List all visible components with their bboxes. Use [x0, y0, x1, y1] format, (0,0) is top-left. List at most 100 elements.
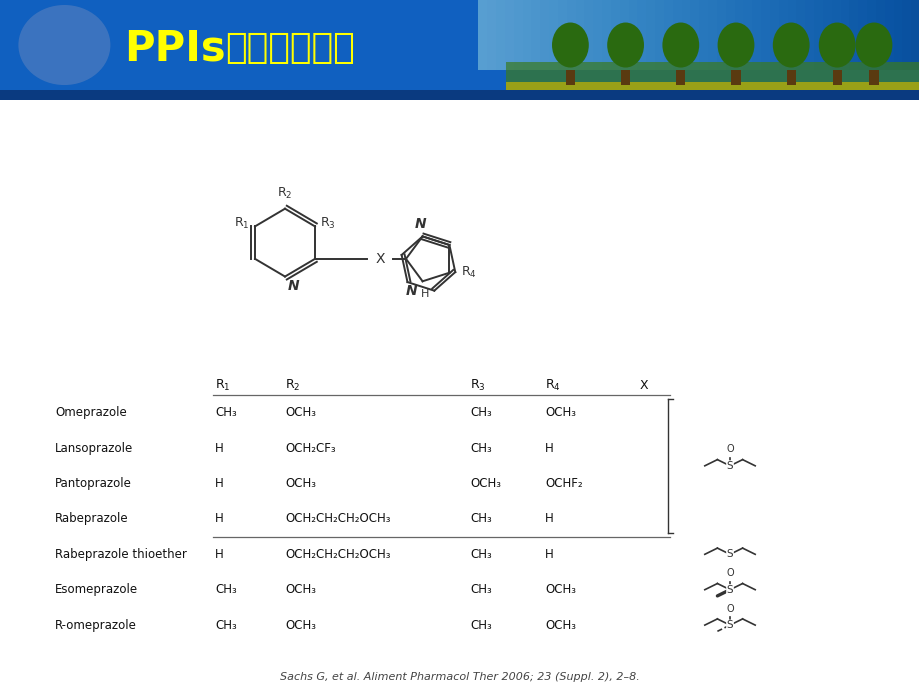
Bar — [0, 90, 919, 100]
Text: X: X — [375, 252, 384, 266]
Bar — [557, 0, 566, 70]
Bar — [628, 0, 637, 70]
Text: H: H — [215, 513, 223, 525]
Text: OCH₃: OCH₃ — [544, 583, 575, 596]
Text: R$_2$: R$_2$ — [277, 186, 292, 201]
Text: CH₃: CH₃ — [470, 513, 492, 525]
Bar — [495, 0, 505, 70]
Text: OCH₂CH₂CH₂OCH₃: OCH₂CH₂CH₂OCH₃ — [285, 513, 390, 525]
Bar — [478, 0, 487, 70]
Text: OCH₃: OCH₃ — [470, 477, 501, 490]
Bar — [675, 70, 685, 85]
Text: CH₃: CH₃ — [470, 548, 492, 561]
Bar — [664, 0, 672, 70]
Bar — [892, 0, 902, 70]
Text: OCH₃: OCH₃ — [544, 406, 575, 420]
Bar — [637, 0, 645, 70]
Text: Rabeprazole thioether: Rabeprazole thioether — [55, 548, 187, 561]
Bar — [840, 0, 848, 70]
Text: H: H — [215, 442, 223, 455]
Text: X: X — [640, 379, 648, 392]
Text: PPIs: PPIs — [124, 27, 225, 69]
Text: N: N — [414, 217, 425, 230]
Bar — [513, 0, 522, 70]
Text: H: H — [544, 548, 553, 561]
Text: H: H — [420, 289, 428, 299]
Bar — [777, 0, 787, 70]
Text: O: O — [725, 444, 733, 454]
Text: R$_3$: R$_3$ — [470, 377, 485, 393]
Bar — [875, 0, 884, 70]
Bar — [619, 0, 628, 70]
Bar — [787, 0, 796, 70]
Ellipse shape — [818, 23, 855, 68]
Bar — [822, 0, 831, 70]
Text: OCH₃: OCH₃ — [285, 583, 315, 596]
Bar — [708, 0, 716, 70]
Bar — [813, 0, 822, 70]
Bar — [804, 0, 813, 70]
Ellipse shape — [855, 23, 891, 68]
Bar — [645, 0, 654, 70]
Text: H: H — [215, 548, 223, 561]
Bar — [522, 0, 531, 70]
Bar — [725, 0, 733, 70]
Text: CH₃: CH₃ — [470, 619, 492, 631]
Bar — [868, 70, 878, 85]
Text: OCH₂CF₃: OCH₂CF₃ — [285, 442, 335, 455]
Bar — [505, 82, 919, 100]
Text: 化学结构特点: 化学结构特点 — [225, 31, 355, 65]
Text: R$_2$: R$_2$ — [285, 377, 301, 393]
Text: R$_1$: R$_1$ — [234, 216, 250, 231]
Bar — [584, 0, 593, 70]
Text: Sachs G, et al. Aliment Pharmacol Ther 2006; 23 (Suppl. 2), 2–8.: Sachs G, et al. Aliment Pharmacol Ther 2… — [279, 672, 640, 682]
Text: OCHF₂: OCHF₂ — [544, 477, 582, 490]
Bar — [743, 0, 752, 70]
Bar — [733, 0, 743, 70]
Bar — [539, 0, 549, 70]
Text: R-omeprazole: R-omeprazole — [55, 619, 137, 631]
Bar — [681, 0, 689, 70]
Bar — [575, 0, 584, 70]
Text: S: S — [726, 549, 732, 560]
Bar — [505, 62, 919, 100]
Ellipse shape — [18, 5, 110, 85]
Text: OCH₂CH₂CH₂OCH₃: OCH₂CH₂CH₂OCH₃ — [285, 548, 390, 561]
Bar — [672, 0, 681, 70]
Text: Lansoprazole: Lansoprazole — [55, 442, 133, 455]
Bar — [698, 0, 708, 70]
Bar — [620, 70, 630, 85]
Text: CH₃: CH₃ — [470, 442, 492, 455]
Text: N: N — [288, 279, 300, 293]
Text: Omeprazole: Omeprazole — [55, 406, 127, 420]
Bar — [832, 70, 841, 85]
Text: OCH₃: OCH₃ — [285, 619, 315, 631]
Text: O: O — [725, 604, 733, 613]
Bar — [654, 0, 664, 70]
Text: CH₃: CH₃ — [215, 583, 236, 596]
Ellipse shape — [772, 23, 809, 68]
Bar — [786, 70, 795, 85]
Text: S: S — [726, 584, 732, 595]
Text: CH₃: CH₃ — [215, 406, 236, 420]
Text: CH₃: CH₃ — [215, 619, 236, 631]
Text: O: O — [725, 568, 733, 578]
Bar — [505, 0, 513, 70]
Bar — [831, 0, 840, 70]
Bar — [910, 0, 919, 70]
Text: CH₃: CH₃ — [470, 406, 492, 420]
Text: OCH₃: OCH₃ — [285, 406, 315, 420]
Bar — [549, 0, 557, 70]
Text: R$_4$: R$_4$ — [544, 377, 561, 393]
Bar — [731, 70, 740, 85]
Text: Esomeprazole: Esomeprazole — [55, 583, 138, 596]
Text: OCH₃: OCH₃ — [285, 477, 315, 490]
Bar — [601, 0, 610, 70]
Text: R$_1$: R$_1$ — [215, 377, 231, 393]
Bar — [769, 0, 777, 70]
Text: H: H — [544, 442, 553, 455]
Text: R$_3$: R$_3$ — [320, 216, 335, 231]
Ellipse shape — [607, 23, 643, 68]
Ellipse shape — [551, 23, 588, 68]
Bar — [593, 0, 601, 70]
